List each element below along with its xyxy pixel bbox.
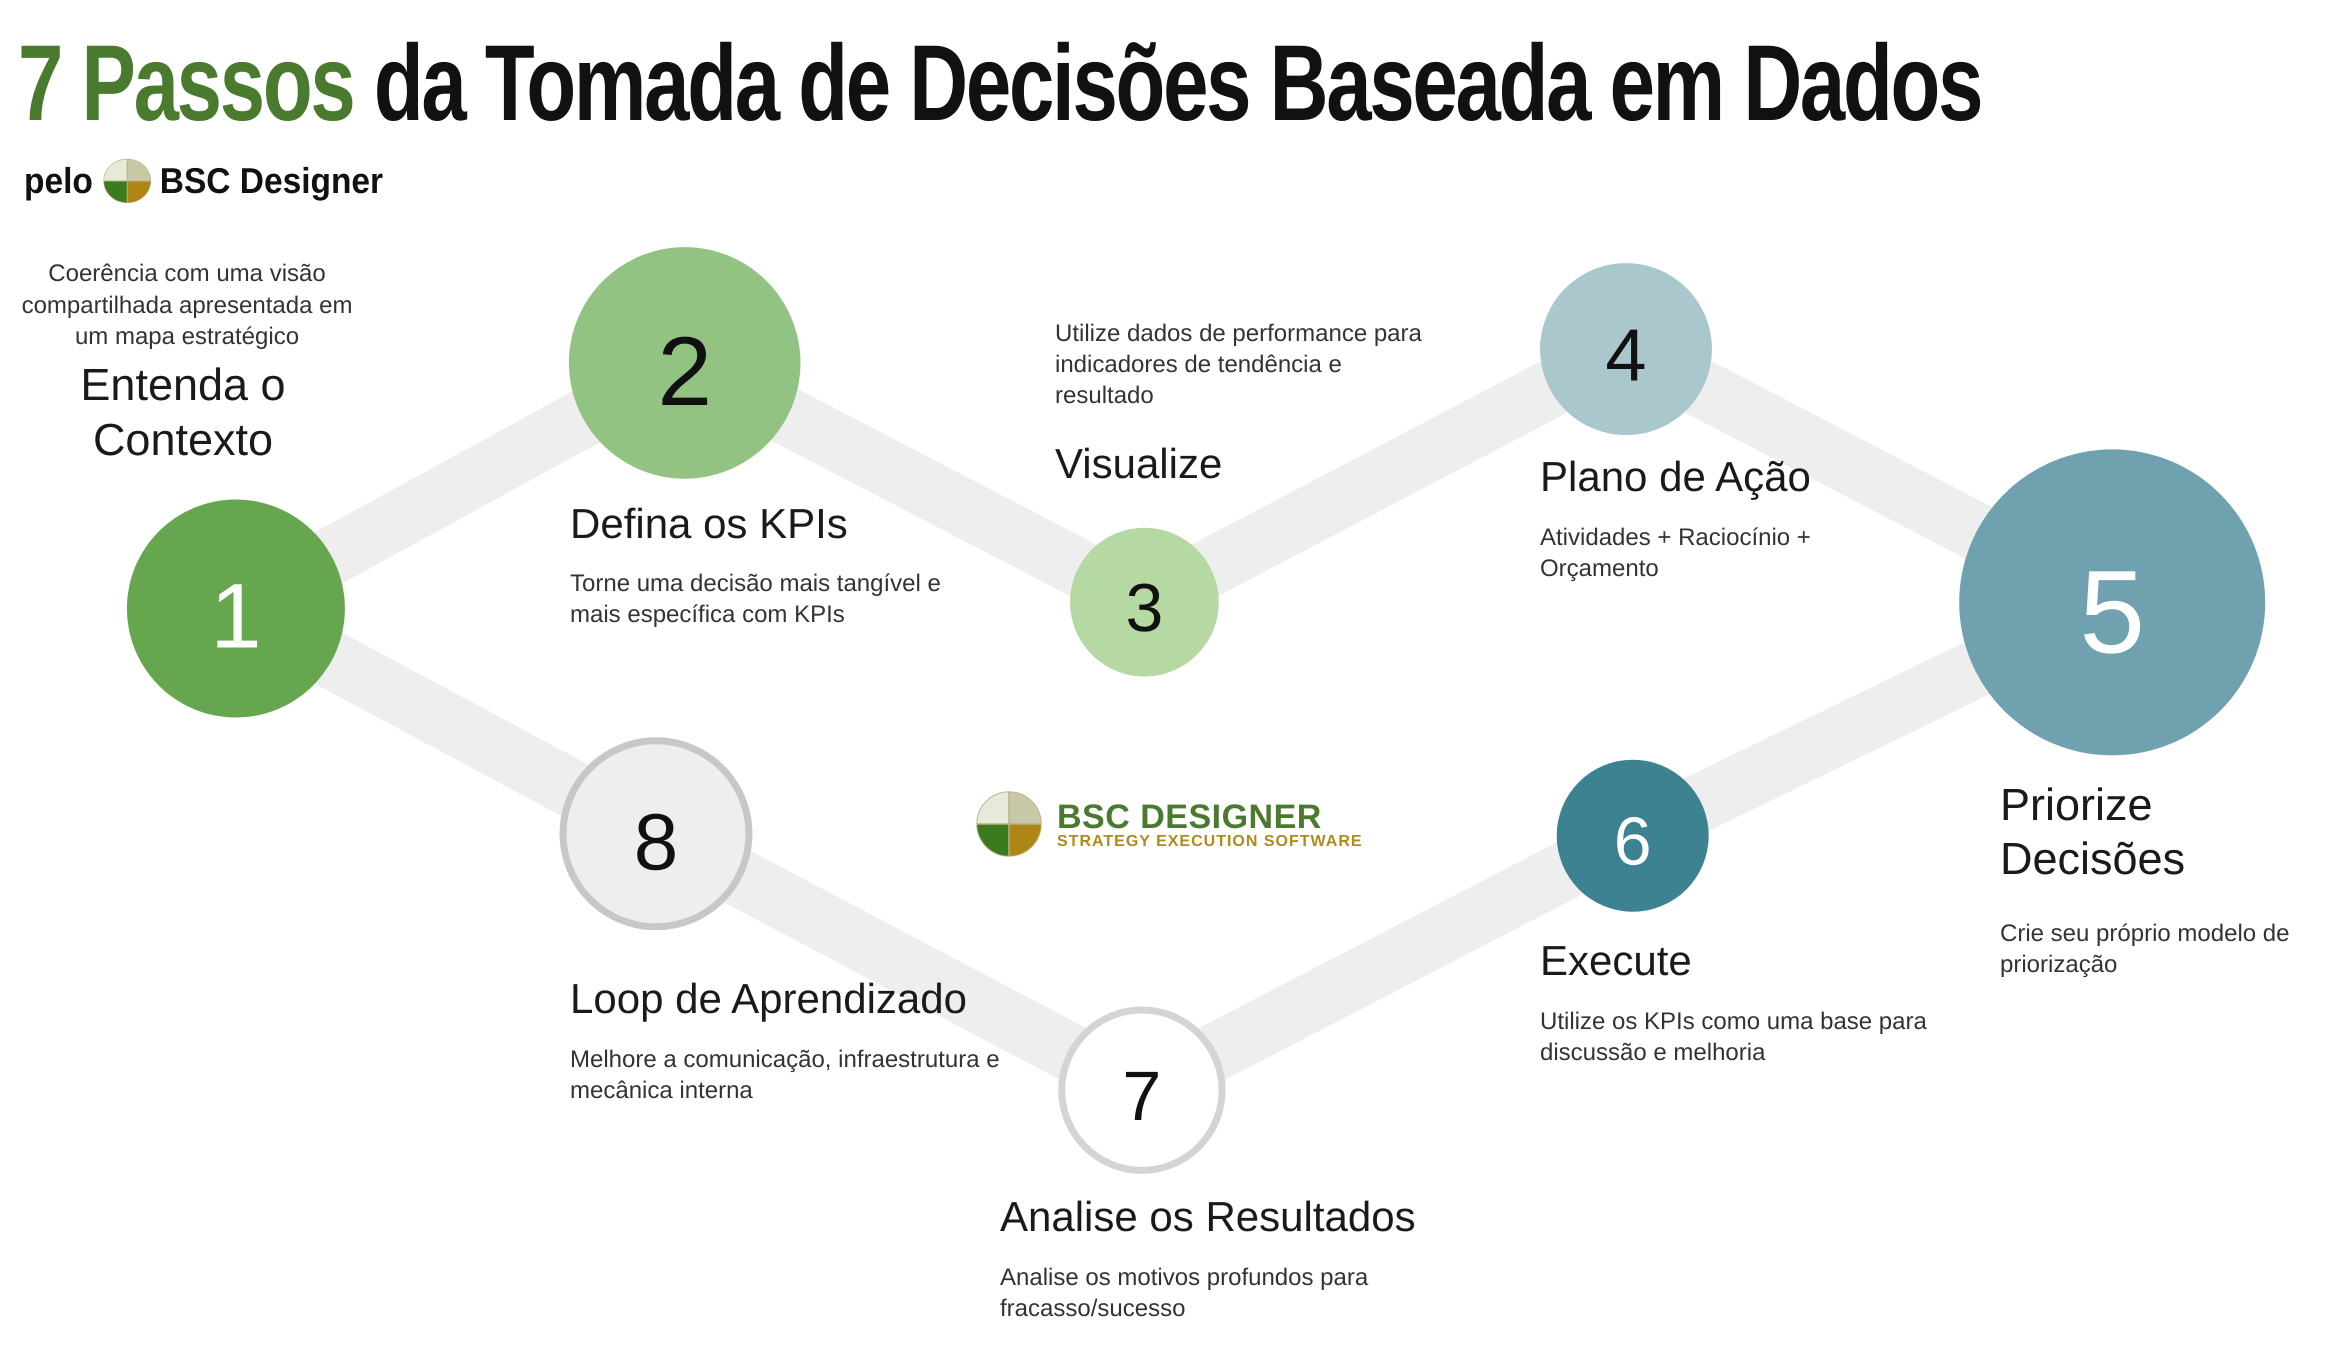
svg-text:3: 3 xyxy=(1125,570,1163,646)
svg-text:2: 2 xyxy=(657,316,712,426)
svg-text:1: 1 xyxy=(210,566,261,668)
svg-text:4: 4 xyxy=(1605,314,1646,397)
svg-text:5: 5 xyxy=(2079,546,2145,678)
svg-text:6: 6 xyxy=(1614,804,1652,880)
svg-text:8: 8 xyxy=(634,797,679,886)
svg-text:7: 7 xyxy=(1122,1057,1161,1135)
